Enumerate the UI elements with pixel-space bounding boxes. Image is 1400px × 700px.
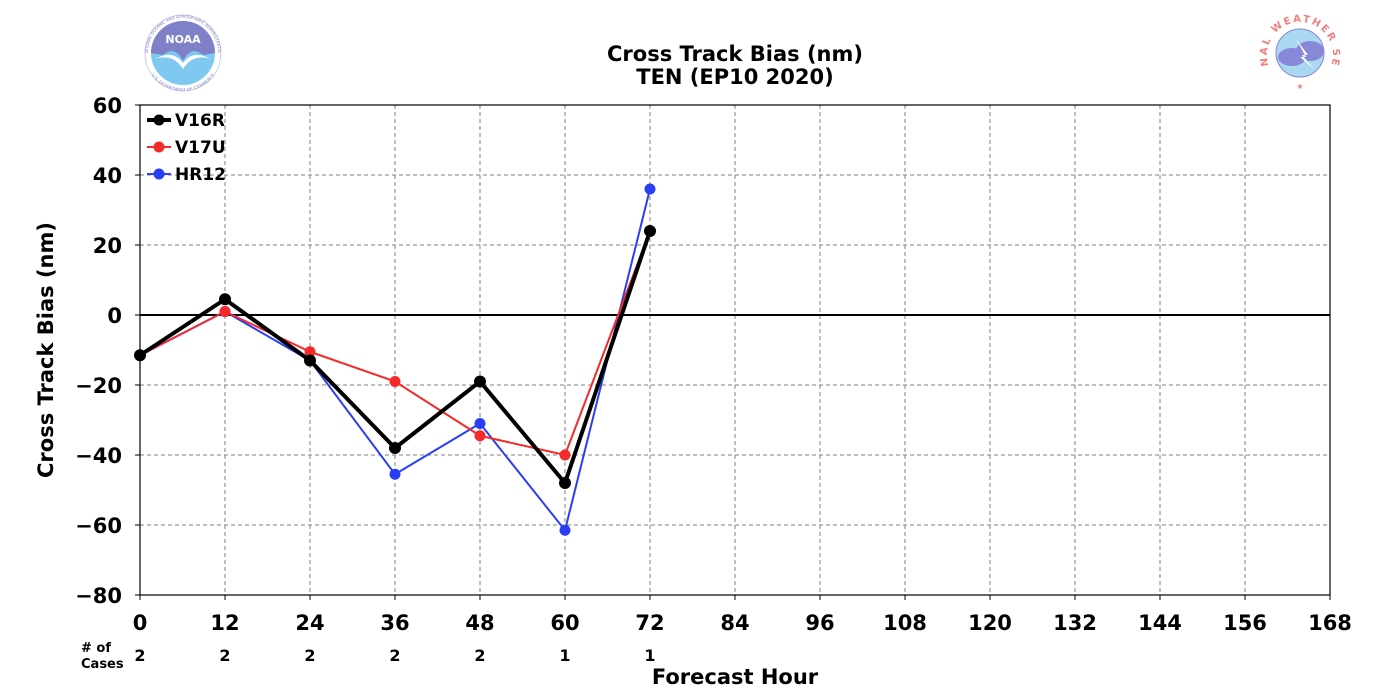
series-layer <box>134 183 656 536</box>
case-count: 1 <box>644 646 655 665</box>
x-tick-label: 0 <box>133 611 148 635</box>
x-tick-label: 72 <box>635 611 664 635</box>
y-tick-label: −20 <box>75 374 122 398</box>
legend-label-v16r: V16R <box>175 111 225 131</box>
x-tick-label: 96 <box>805 611 834 635</box>
point-v16r <box>219 293 231 306</box>
x-tick-label: 36 <box>380 611 409 635</box>
cases-row: 2 2 2 2 2 1 1 <box>134 646 655 665</box>
case-count: 1 <box>559 646 570 665</box>
case-count: 2 <box>474 646 485 665</box>
x-axis-label: Forecast Hour <box>652 665 819 689</box>
point-hr12 <box>474 418 486 429</box>
case-count: 2 <box>134 646 145 665</box>
x-tick-label: 156 <box>1223 611 1267 635</box>
y-axis-ticks: 60 40 20 0 −20 −40 −60 −80 <box>75 94 140 608</box>
point-hr12 <box>644 183 656 195</box>
x-tick-label: 60 <box>550 611 579 635</box>
legend-marker-v16r <box>153 114 165 126</box>
y-tick-label: 0 <box>107 304 122 328</box>
point-v16r <box>389 442 401 454</box>
legend-label-v17u: V17U <box>175 138 226 158</box>
noaa-logo-text: NOAA <box>165 33 201 46</box>
y-tick-label: 40 <box>93 164 122 188</box>
x-tick-label: 24 <box>295 611 324 635</box>
point-v17u <box>559 449 571 461</box>
legend-marker-hr12 <box>153 168 165 180</box>
case-count: 2 <box>304 646 315 665</box>
x-tick-label: 120 <box>968 611 1012 635</box>
legend: V16R V17U HR12 <box>147 111 226 185</box>
x-tick-label: 84 <box>720 611 749 635</box>
point-v17u <box>474 430 486 442</box>
x-tick-label: 12 <box>210 611 239 635</box>
point-v17u <box>219 306 231 317</box>
case-count: 2 <box>219 646 230 665</box>
point-hr12 <box>389 468 401 480</box>
point-v16r <box>644 225 656 237</box>
x-axis-ticks: 0 12 24 36 48 60 72 84 96 108 120 132 144 156 168 <box>133 595 1352 635</box>
y-tick-label: −40 <box>75 444 122 468</box>
point-v16r <box>304 354 316 367</box>
x-tick-label: 48 <box>465 611 494 635</box>
legend-label-hr12: HR12 <box>175 165 226 185</box>
chart-title: Cross Track Bias (nm) <box>607 42 863 66</box>
y-tick-label: −80 <box>75 584 122 608</box>
y-tick-label: 20 <box>93 234 122 258</box>
grid <box>140 105 1330 595</box>
x-tick-label: 108 <box>883 611 927 635</box>
nws-logo: NATIONAL WEATHER SERVICE ★ <box>1259 14 1339 91</box>
point-hr12 <box>559 524 571 536</box>
y-tick-label: 60 <box>93 94 122 118</box>
point-v17u <box>389 376 401 387</box>
chart-subtitle: TEN (EP10 2020) <box>636 65 833 89</box>
x-tick-label: 132 <box>1053 611 1097 635</box>
cases-label-line1: # of <box>81 641 111 656</box>
noaa-logo: NOAA NATIONAL OCEANIC AND ATMOSPHERIC AD… <box>144 14 222 92</box>
x-tick-label: 168 <box>1308 611 1352 635</box>
y-axis-label: Cross Track Bias (nm) <box>34 222 58 478</box>
cases-label-line2: Cases <box>81 657 124 672</box>
point-v16r <box>474 375 486 388</box>
nws-star-icon: ★ <box>1296 82 1303 91</box>
y-tick-label: −60 <box>75 514 122 538</box>
point-v17u <box>304 346 316 358</box>
x-tick-label: 144 <box>1138 611 1182 635</box>
legend-marker-v17u <box>153 141 165 153</box>
case-count: 2 <box>389 646 400 665</box>
point-v16r <box>559 477 571 489</box>
